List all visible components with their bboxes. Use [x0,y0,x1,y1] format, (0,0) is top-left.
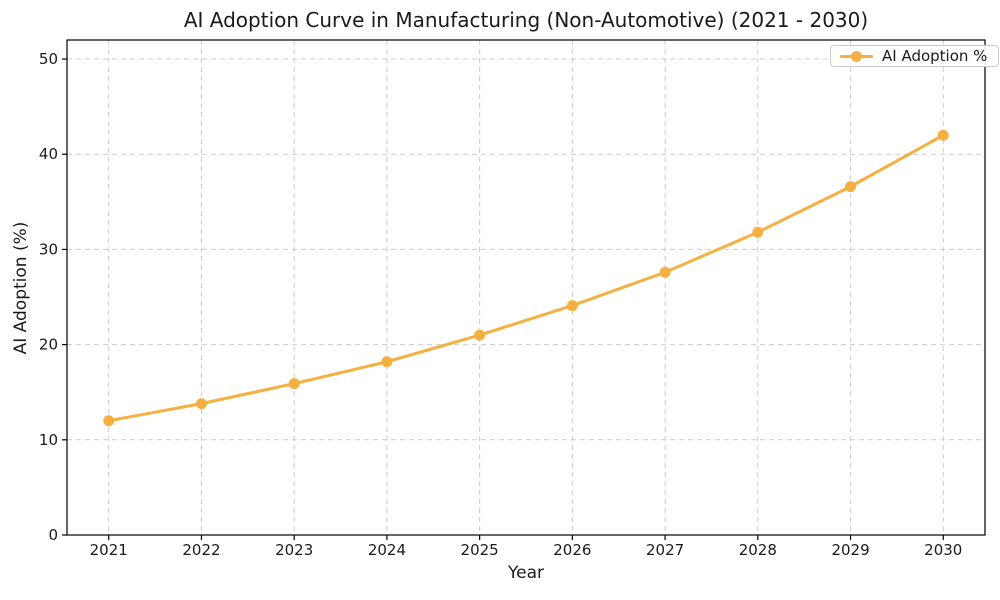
data-point [474,329,486,341]
data-point [937,129,949,141]
chart-title: AI Adoption Curve in Manufacturing (Non-… [183,8,869,32]
legend-label: AI Adoption % [882,47,988,65]
x-tick-label: 2023 [275,541,313,559]
data-point [195,398,207,410]
y-tick-label: 0 [48,526,58,544]
y-tick-label: 10 [39,431,58,449]
axes-spines [66,39,986,536]
y-tick-label: 20 [39,336,58,354]
x-tick-label: 2030 [924,541,962,559]
x-tick-label: 2024 [368,541,406,559]
y-tick-label: 40 [39,145,58,163]
data-point [566,300,578,312]
y-tick-label: 30 [39,240,58,258]
data-point [288,378,300,390]
data-point [103,415,115,427]
x-tick-label: 2028 [739,541,777,559]
x-tick-label: 2022 [182,541,220,559]
x-tick-label: 2026 [553,541,591,559]
data-line [107,133,945,423]
y-axis-label: AI Adoption (%) [11,221,31,355]
x-tick-label: 2021 [90,541,128,559]
data-point [845,181,857,193]
legend-line-marker-icon [840,50,873,62]
legend: AI Adoption % [830,45,1000,67]
x-tick-label: 2025 [461,541,499,559]
data-point [381,356,393,368]
x-axis-label: Year [508,563,544,583]
data-point [659,266,671,278]
legend-marker-sample [851,51,862,62]
data-point [752,226,764,238]
y-tick-label: 50 [39,50,58,68]
x-tick-label: 2029 [831,541,869,559]
x-tick-label: 2027 [646,541,684,559]
